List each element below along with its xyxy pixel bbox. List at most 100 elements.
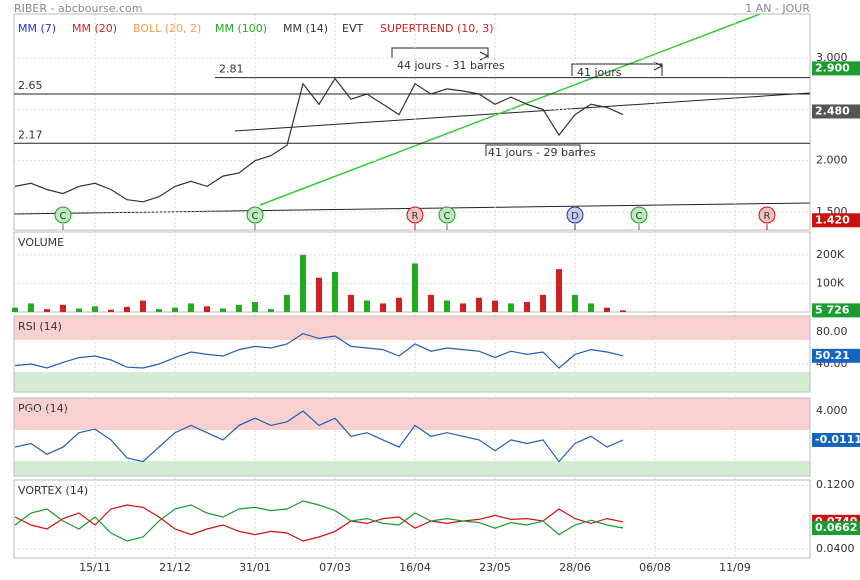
bar [604,307,610,312]
legend-entry: MM (14) [283,22,328,35]
bar [268,309,274,312]
bar [348,294,354,312]
bar [540,294,546,312]
y-tick-label: 200K [816,248,845,261]
bar [188,303,194,312]
bar [92,306,98,312]
event-marker [246,206,264,224]
value-tag [812,61,860,76]
event-marker [630,206,648,224]
bar [476,297,482,312]
event-marker [438,206,456,224]
panel-frame [13,397,811,477]
bracket [391,47,490,61]
x-tick-label: 21/12 [159,561,191,574]
value-tag-label: 0.0662 [815,521,857,534]
event-letter: C [444,211,451,222]
panel-title: PGO (14) [18,402,68,415]
legend-entry: MM (7) [18,22,56,35]
event-letter: R [412,211,419,222]
data-line [14,77,624,203]
panel-title: RSI (14) [18,320,62,333]
panel-frame [13,479,811,559]
source: RIBER - abcbourse.com [14,2,142,15]
legend-entry: EVT [342,22,363,35]
bar [124,306,130,312]
annotation: 41 jours - 29 barres [488,146,596,159]
bar [28,303,34,312]
value-tag [812,348,860,363]
y-tick-label: 80.00 [816,325,848,338]
level-label: 2.17 [18,128,43,141]
bar [428,294,434,312]
event-marker [758,206,776,224]
annotation: 44 jours - 31 barres [397,59,505,72]
bar [300,254,306,312]
bar [284,294,290,312]
panel-frame [13,13,811,231]
legend-entry: BOLL (20, 2) [133,22,201,35]
value-tag [812,432,860,447]
annotation: 41 jours [577,66,622,79]
y-tick-label: 100K [816,276,845,289]
event-marker [54,206,72,224]
bar [364,300,370,312]
bar [460,303,466,312]
x-tick-label: 15/11 [79,561,111,574]
bar [12,307,18,312]
bar [380,303,386,312]
y-tick-label: 0.0400 [816,542,855,555]
y-tick-label: 3.000 [816,51,848,64]
value-tag [812,303,860,318]
bar [172,307,178,312]
bar [572,294,578,312]
bracket [571,61,664,76]
bar [444,300,450,312]
level-label: 2.81 [219,63,244,76]
bar [220,308,226,312]
bar [524,302,530,312]
bar [332,272,338,312]
bar [556,269,562,312]
x-tick-label: 16/04 [399,561,431,574]
event-letter: D [571,211,579,222]
y-tick-label: 2.000 [816,154,848,167]
event-letter: C [636,211,643,222]
value-tag-label: 50.21 [815,349,850,362]
bracket [485,144,581,156]
event-letter: C [60,211,67,222]
y-tick-label: 0.1200 [816,478,855,491]
event-marker [566,206,584,224]
bar [252,302,258,312]
overbought-zone [14,398,810,430]
panel-title: VORTEX (14) [18,484,88,497]
data-line [14,332,624,369]
bar [156,309,162,312]
value-tag [812,104,860,119]
bar [620,310,626,312]
trend-line [234,92,811,132]
bar [236,304,242,312]
bar [44,309,50,312]
bar [492,300,498,312]
value-tag [812,521,860,536]
period: 1 AN - JOUR [745,2,810,15]
event-marker [406,206,424,224]
overbought-zone [14,316,810,340]
event-letter: R [764,211,771,222]
oversold-zone [14,461,810,476]
x-tick-label: 31/01 [239,561,271,574]
event-letter: C [252,211,259,222]
value-tag-label: 2.900 [815,61,850,74]
value-tag [812,213,860,228]
x-tick-label: 07/03 [319,561,351,574]
bar [588,303,594,312]
x-tick-label: 11/09 [719,561,751,574]
bar [508,303,514,312]
value-tag-label: 5 726 [815,303,850,316]
legend-entry: SUPERTREND (10, 3) [380,22,494,35]
bar [412,263,418,312]
panel-frame [13,315,811,393]
data-line [14,500,624,542]
